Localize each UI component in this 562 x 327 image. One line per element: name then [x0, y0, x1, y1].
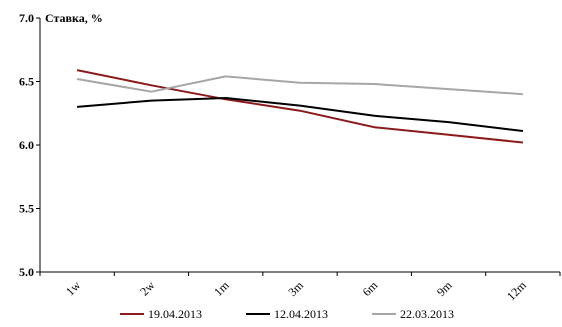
- legend-label: 22.03.2013: [400, 307, 454, 321]
- legend-label: 12.04.2013: [274, 307, 328, 321]
- y-tick-label: 5.5: [19, 202, 34, 216]
- series-line-12.04.2013: [77, 97, 524, 132]
- y-axis-label: Ставка, %: [45, 11, 103, 25]
- x-tick-label: 2w: [137, 278, 158, 299]
- y-tick-labels: 5.0 5.5 6.0 6.5 7.0: [19, 11, 34, 279]
- x-tick-label: 1w: [63, 278, 84, 299]
- x-tick-label: 3m: [285, 278, 306, 299]
- x-tick-label: 6m: [360, 278, 381, 299]
- y-tick-label: 5.0: [19, 265, 34, 279]
- y-tick-label: 6.0: [19, 138, 34, 152]
- x-tick-label: 1m: [211, 278, 232, 299]
- series-line-19.04.2013: [76, 69, 524, 144]
- axes: [36, 17, 561, 276]
- x-tick-label: 12m: [504, 278, 529, 303]
- series-line-22.03.2013: [76, 75, 523, 96]
- y-tick-label: 6.5: [19, 75, 34, 89]
- legend: 19.04.2013 12.04.2013 22.03.2013: [120, 307, 454, 321]
- series-lines: [76, 69, 524, 144]
- x-tick-label: 9m: [434, 278, 455, 299]
- x-tick-labels: 1w 2w 1m 3m 6m 9m 12m: [63, 278, 529, 303]
- legend-label: 19.04.2013: [148, 307, 202, 321]
- y-tick-label: 7.0: [19, 11, 34, 25]
